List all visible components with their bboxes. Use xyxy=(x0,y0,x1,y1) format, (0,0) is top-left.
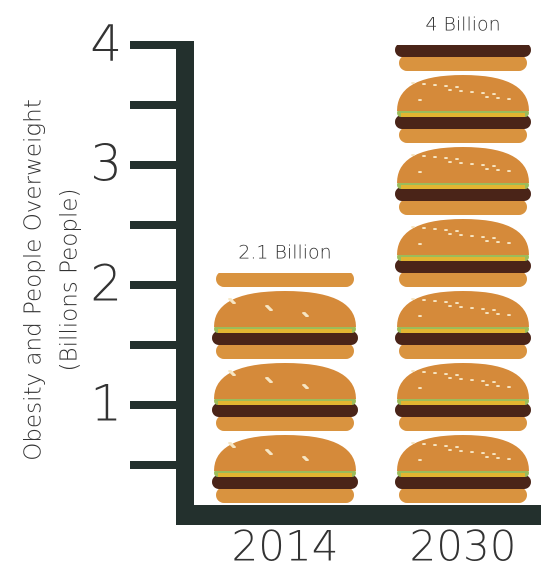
y-minor-tick xyxy=(130,221,176,229)
bar xyxy=(393,45,533,505)
y-tick-label: 4 xyxy=(90,15,122,73)
y-minor-tick xyxy=(130,101,176,109)
y-minor-tick xyxy=(130,341,176,349)
x-tick-label: 2014 xyxy=(232,522,339,569)
value-label: 4 Billion xyxy=(425,14,500,36)
value-label: 2.1 Billion xyxy=(238,242,331,264)
y-axis-label: Obesity and People Overweight xyxy=(21,99,47,461)
y-tick xyxy=(130,401,176,409)
y-tick-label: 3 xyxy=(90,135,122,193)
y-axis-line xyxy=(176,41,194,525)
y-tick-label: 2 xyxy=(90,255,122,313)
y-tick xyxy=(130,41,176,49)
x-tick-label: 2030 xyxy=(410,522,517,569)
bar xyxy=(210,273,360,505)
y-tick xyxy=(130,161,176,169)
y-minor-tick xyxy=(130,461,176,469)
y-tick-label: 1 xyxy=(90,375,122,433)
y-tick xyxy=(130,281,176,289)
x-axis-line xyxy=(176,505,541,525)
y-axis-label: (Billions People) xyxy=(57,189,83,372)
